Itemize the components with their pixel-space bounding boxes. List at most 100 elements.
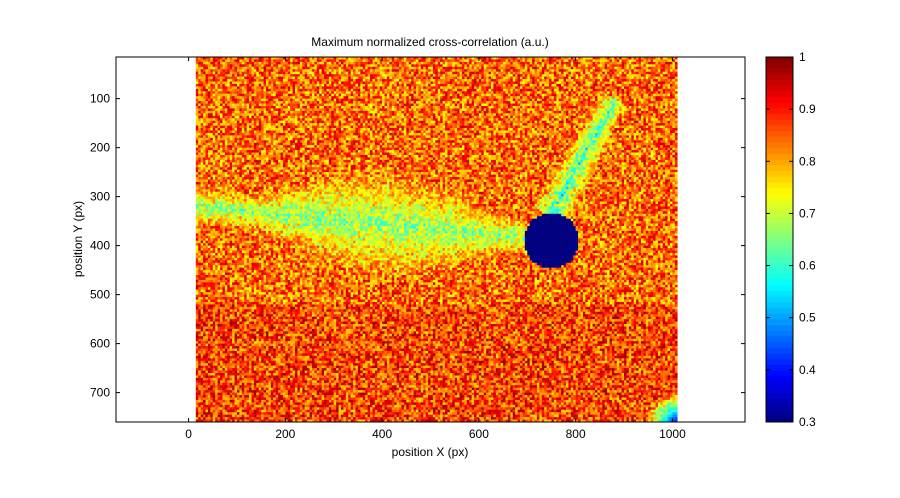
- heatmap-cell: [290, 72, 293, 75]
- heatmap-cell: [247, 69, 250, 72]
- heatmap-cell: [479, 91, 482, 94]
- heatmap-cell: [324, 94, 327, 97]
- heatmap-cell: [641, 79, 644, 82]
- heatmap-cell: [235, 69, 238, 72]
- heatmap-cell: [314, 89, 317, 92]
- heatmap-cell: [259, 89, 262, 92]
- heatmap-cell: [339, 84, 342, 87]
- heatmap-cell: [617, 62, 620, 65]
- heatmap-cell: [428, 84, 431, 87]
- heatmap-cell: [256, 64, 259, 67]
- heatmap-cell: [484, 84, 487, 87]
- heatmap-cell: [508, 77, 511, 80]
- heatmap-cell: [626, 64, 629, 67]
- heatmap-cell: [406, 82, 409, 85]
- heatmap-cell: [617, 59, 620, 62]
- heatmap-cell: [206, 62, 209, 65]
- heatmap-cell: [544, 82, 547, 85]
- heatmap-cell: [368, 69, 371, 72]
- heatmap-cell: [503, 69, 506, 72]
- heatmap-cell: [428, 59, 431, 62]
- heatmap-cell: [580, 64, 583, 67]
- heatmap-cell: [612, 77, 615, 80]
- heatmap-cell: [242, 69, 245, 72]
- heatmap-cell: [547, 91, 550, 94]
- heatmap-cell: [600, 67, 603, 70]
- heatmap-cell: [249, 82, 252, 85]
- heatmap-cell: [389, 74, 392, 77]
- heatmap-cell: [503, 91, 506, 94]
- heatmap-cell: [247, 89, 250, 92]
- heatmap-cell: [312, 59, 315, 62]
- heatmap-cell: [305, 91, 308, 94]
- heatmap-cell: [283, 69, 286, 72]
- heatmap-cell: [450, 79, 453, 82]
- heatmap-cell: [622, 64, 625, 67]
- heatmap-cell: [515, 64, 518, 67]
- heatmap-cell: [653, 79, 656, 82]
- heatmap-cell: [411, 84, 414, 87]
- heatmap-cell: [385, 86, 388, 89]
- heatmap-cell: [641, 82, 644, 85]
- heatmap-cell: [235, 79, 238, 82]
- heatmap-cell: [462, 64, 465, 67]
- heatmap-cell: [515, 79, 518, 82]
- heatmap-cell: [660, 79, 663, 82]
- heatmap-cell: [593, 59, 596, 62]
- heatmap-cell: [472, 67, 475, 70]
- heatmap-cell: [617, 72, 620, 75]
- heatmap-cell: [295, 74, 298, 77]
- heatmap-cell: [346, 79, 349, 82]
- heatmap-cell: [440, 82, 443, 85]
- heatmap-cell: [339, 64, 342, 67]
- heatmap-cell: [295, 62, 298, 65]
- heatmap-cell: [406, 67, 409, 70]
- heatmap-cell: [653, 89, 656, 92]
- heatmap-cell: [539, 59, 542, 62]
- heatmap-cell: [409, 77, 412, 80]
- heatmap-cell: [491, 89, 494, 92]
- heatmap-cell: [643, 89, 646, 92]
- heatmap-cell: [283, 94, 286, 97]
- heatmap-cell: [450, 72, 453, 75]
- heatmap-cell: [339, 91, 342, 94]
- heatmap-cell: [476, 67, 479, 70]
- heatmap-cell: [527, 84, 530, 87]
- heatmap-cell: [416, 79, 419, 82]
- heatmap-cell: [600, 77, 603, 80]
- heatmap-cell: [372, 91, 375, 94]
- heatmap-cell: [486, 91, 489, 94]
- heatmap-cell: [261, 79, 264, 82]
- heatmap-cell: [602, 69, 605, 72]
- heatmap-cell: [208, 67, 211, 70]
- heatmap-cell: [506, 84, 509, 87]
- heatmap-cell: [239, 91, 242, 94]
- heatmap-cell: [626, 74, 629, 77]
- heatmap-cell: [564, 64, 567, 67]
- heatmap-cell: [201, 59, 204, 62]
- heatmap-cell: [554, 67, 557, 70]
- heatmap-cell: [426, 94, 429, 97]
- heatmap-cell: [576, 62, 579, 65]
- heatmap-cell: [525, 82, 528, 85]
- heatmap-cell: [455, 74, 458, 77]
- heatmap-cell: [641, 84, 644, 87]
- heatmap-cell: [576, 72, 579, 75]
- heatmap-cell: [634, 74, 637, 77]
- heatmap-cell: [438, 91, 441, 94]
- heatmap-cell: [423, 64, 426, 67]
- heatmap-cell: [283, 64, 286, 67]
- heatmap-cell: [343, 91, 346, 94]
- heatmap-cell: [305, 69, 308, 72]
- heatmap-cell: [508, 69, 511, 72]
- heatmap-cell: [433, 69, 436, 72]
- heatmap-cell: [416, 86, 419, 89]
- heatmap-cell: [426, 74, 429, 77]
- heatmap-cell: [443, 89, 446, 92]
- heatmap-cell: [634, 64, 637, 67]
- heatmap-cell: [198, 82, 201, 85]
- heatmap-cell: [285, 67, 288, 70]
- heatmap-cell: [414, 69, 417, 72]
- heatmap-cell: [220, 84, 223, 87]
- heatmap-cell: [489, 89, 492, 92]
